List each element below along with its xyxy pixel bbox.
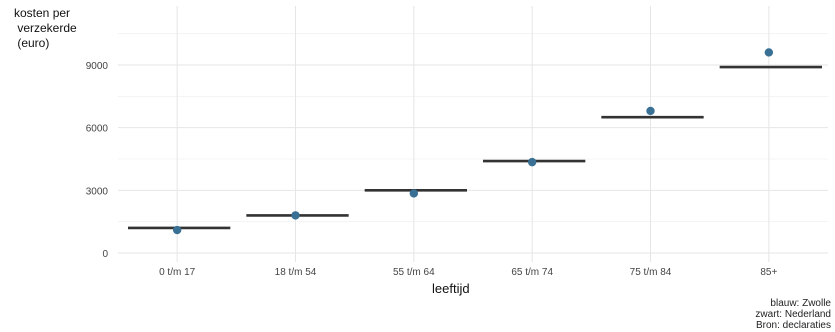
x-tick-label: 55 t/m 64	[393, 267, 435, 278]
zwolle-series	[172, 48, 774, 235]
x-tick-label: 65 t/m 74	[511, 267, 553, 278]
zwolle-point	[646, 106, 655, 116]
chart-caption: blauw: Zwolle zwart: Nederland Bron: dec…	[755, 298, 831, 331]
x-tick-label: 75 t/m 84	[630, 267, 672, 278]
caption-line-1: blauw: Zwolle	[770, 298, 831, 309]
caption-line-3: Bron: declaraties	[755, 320, 831, 331]
zwolle-point	[409, 189, 419, 198]
x-axis-label: leeftijd	[432, 281, 470, 296]
nederland-series	[128, 65, 822, 230]
grid	[118, 6, 828, 262]
y-axis-label: kosten per verzekerde (euro)	[14, 6, 77, 51]
y-tick-labels: 0 3000 6000 9000	[86, 61, 109, 260]
zwolle-point	[764, 48, 774, 57]
x-tick-label: 0 t/m 17	[159, 267, 196, 278]
y-tick-label: 6000	[86, 124, 109, 135]
caption-line-2: zwart: Nederland	[755, 309, 831, 320]
y-axis-label-line-3: (euro)	[14, 36, 50, 50]
zwolle-point	[291, 211, 300, 220]
zwolle-point	[527, 157, 537, 167]
y-axis-label-line-2: verzekerde	[14, 21, 77, 35]
y-tick-label: 9000	[86, 61, 109, 72]
y-axis-label-line-1: kosten per	[14, 6, 71, 20]
zwolle-point	[172, 225, 182, 235]
x-tick-label: 18 t/m 54	[275, 267, 317, 278]
y-tick-label: 0	[102, 249, 108, 260]
x-tick-labels: 0 t/m 17 18 t/m 54 55 t/m 64 65 t/m 74 75 t/…	[159, 267, 777, 278]
y-tick-label: 3000	[86, 186, 109, 197]
x-tick-label: 85+	[760, 267, 777, 278]
